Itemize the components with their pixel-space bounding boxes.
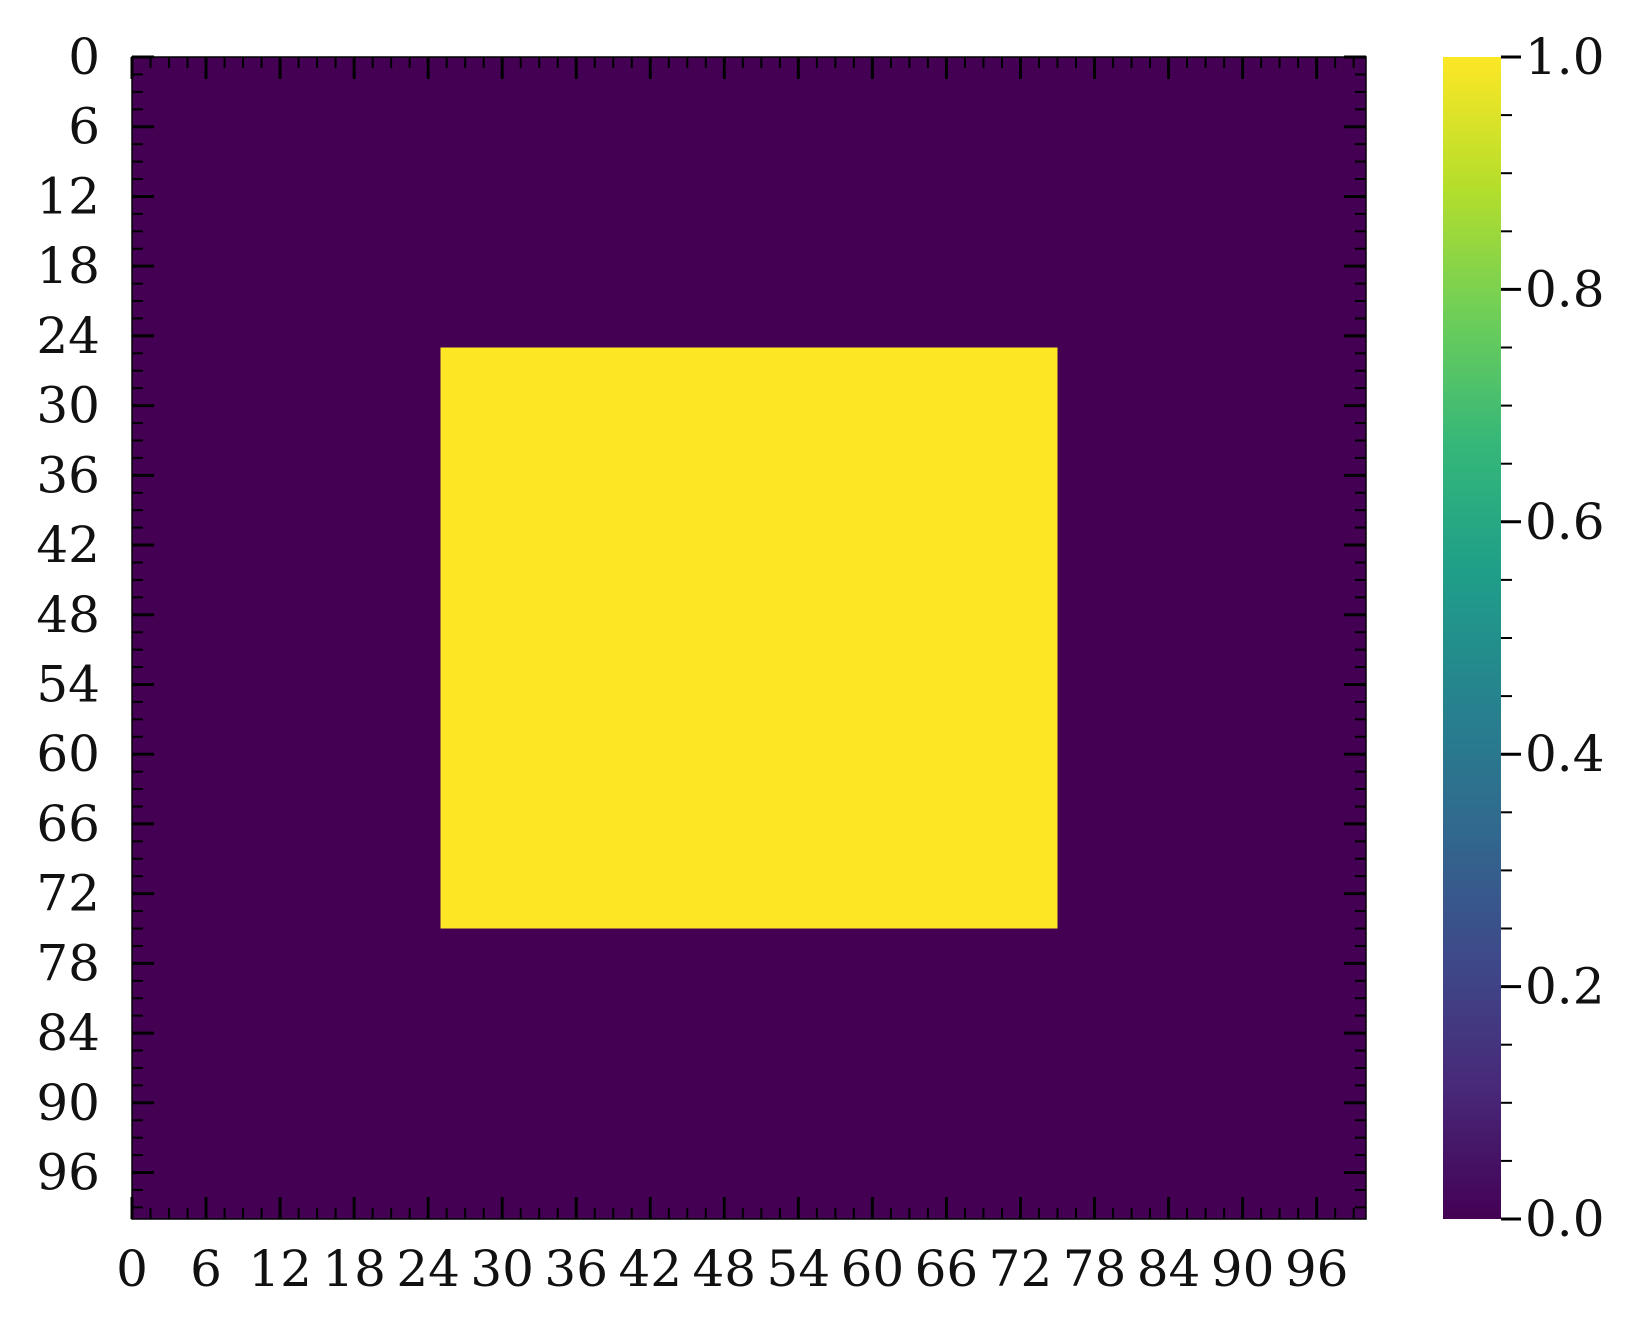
x-tick-label: 6 — [190, 1240, 222, 1298]
colorbar-tick-label: 0.0 — [1525, 1190, 1605, 1248]
x-tick-label: 42 — [618, 1240, 682, 1298]
y-tick-label: 90 — [36, 1074, 100, 1132]
heatmap-area — [132, 57, 1366, 1219]
y-tick-label: 18 — [36, 237, 100, 295]
y-tick-label: 30 — [36, 377, 100, 435]
x-tick-label: 36 — [544, 1240, 608, 1298]
colorbar-tick-label: 0.6 — [1525, 493, 1605, 551]
y-tick-label: 78 — [36, 934, 100, 992]
x-tick-label: 84 — [1137, 1240, 1201, 1298]
y-tick-label: 96 — [36, 1144, 100, 1202]
y-tick-label: 48 — [36, 586, 100, 644]
x-tick-label: 48 — [693, 1240, 757, 1298]
x-tick-label: 96 — [1285, 1240, 1349, 1298]
x-tick-label: 30 — [470, 1240, 534, 1298]
y-tick-label: 72 — [36, 865, 100, 923]
y-tick-label: 24 — [36, 307, 100, 365]
x-tick-label: 54 — [767, 1240, 831, 1298]
x-tick-label: 12 — [248, 1240, 312, 1298]
y-tick-label: 84 — [36, 1004, 100, 1062]
y-tick-label: 66 — [36, 795, 100, 853]
y-tick-label: 6 — [68, 98, 100, 156]
x-tick-label: 90 — [1211, 1240, 1275, 1298]
x-tick-label: 24 — [396, 1240, 460, 1298]
plot-frame — [131, 56, 1367, 1220]
x-tick-label: 0 — [116, 1240, 148, 1298]
x-tick-label: 72 — [989, 1240, 1053, 1298]
x-tick-label: 66 — [915, 1240, 979, 1298]
colorbar-tick-label: 0.8 — [1525, 260, 1605, 318]
heatmap-region — [440, 347, 1058, 929]
axes: 0 6 12 18 24 30 36 42 48 54 60 66 72 78 84 90 9606121824… — [36, 28, 1367, 1298]
y-tick-label: 42 — [36, 516, 100, 574]
x-tick-label: 18 — [322, 1240, 386, 1298]
colorbar-tick-label: 0.4 — [1525, 725, 1605, 783]
y-tick-label: 54 — [36, 655, 100, 713]
colorbar: 0.0 0.2 0.4 0.6 0.8 1.0 — [1443, 28, 1605, 1248]
colorbar-tick-label: 1.0 — [1525, 28, 1605, 86]
colorbar-gradient — [1443, 57, 1501, 1219]
y-tick-label: 60 — [36, 725, 100, 783]
y-tick-label: 12 — [36, 167, 100, 225]
colorbar-tick-label: 0.2 — [1525, 958, 1605, 1016]
x-tick-label: 78 — [1063, 1240, 1127, 1298]
y-tick-label: 0 — [68, 28, 100, 86]
y-tick-label: 36 — [36, 446, 100, 504]
x-tick-label: 60 — [841, 1240, 905, 1298]
